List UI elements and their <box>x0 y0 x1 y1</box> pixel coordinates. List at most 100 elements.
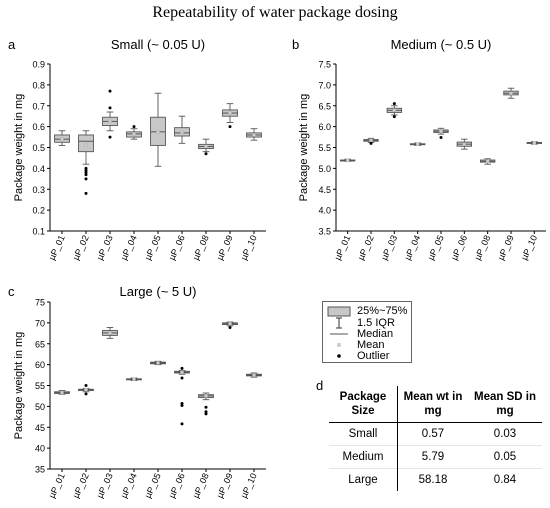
table-cell: 0.84 <box>468 468 542 491</box>
x-tick-label: µP_08 <box>191 234 211 262</box>
outlier-point <box>84 168 88 172</box>
y-tick-label: 35 <box>35 465 45 475</box>
box-mean <box>156 361 160 365</box>
box-mean <box>228 111 232 115</box>
box-mean <box>132 132 136 136</box>
box-mean <box>108 331 112 335</box>
x-tick-label: µP_04 <box>119 472 139 500</box>
outlier-point <box>392 102 396 106</box>
outlier-point <box>204 410 208 414</box>
table-cell: 5.79 <box>397 445 468 469</box>
box-mean <box>180 370 184 374</box>
legend-mean-label: Mean <box>357 339 385 351</box>
outlier-point <box>392 115 396 119</box>
outlier-point <box>439 135 443 139</box>
legend-box-label: 25%~75% <box>357 305 408 317</box>
box-mean <box>84 387 88 392</box>
outlier-point <box>84 384 88 387</box>
panel-letter-c: c <box>8 284 15 299</box>
box-mean <box>156 130 160 134</box>
x-tick-label: µP_02 <box>71 234 91 262</box>
x-tick-label: µP_06 <box>167 472 187 500</box>
x-tick-label: µP_05 <box>143 472 163 500</box>
y-tick-label: 0.7 <box>32 101 45 111</box>
outlier-point <box>84 392 88 396</box>
outlier-point <box>204 152 208 156</box>
y-tick-label: 45 <box>35 423 45 433</box>
outlier-point <box>84 191 88 195</box>
table-cell: 58.18 <box>397 468 468 491</box>
outlier-point <box>84 166 88 170</box>
table-header: Mean SD in mg <box>468 386 542 423</box>
box-mean <box>228 322 232 326</box>
outlier-point <box>228 125 232 129</box>
y-tick-label: 0.5 <box>32 143 45 153</box>
box-mean <box>108 119 112 124</box>
y-tick-label: 0.9 <box>32 60 45 70</box>
box-mean <box>369 138 373 143</box>
table-row: Large 58.18 0.84 <box>329 468 542 491</box>
y-tick-label: 50 <box>35 402 45 412</box>
legend-whisker-label: 1.5 IQR <box>357 317 395 329</box>
figure-title: Repeatability of water package dosing <box>152 4 398 21</box>
y-tick-label: 0.3 <box>32 185 45 195</box>
y-tick-label: 65 <box>35 339 45 349</box>
x-tick-label: µP_09 <box>215 472 235 500</box>
outlier-point <box>84 171 88 175</box>
table-cell: Large <box>329 468 398 491</box>
table-header-row: Package Size Mean wt in mg Mean SD in mg <box>329 386 542 423</box>
box-mean <box>345 158 350 163</box>
outlier-point <box>180 366 184 370</box>
outlier-point <box>180 422 184 426</box>
outlier-point <box>228 325 232 329</box>
x-tick-label: µP_04 <box>119 234 139 262</box>
legend-whisker-icon <box>327 317 351 329</box>
panel-letter-d: d <box>316 378 324 393</box>
outlier-point <box>180 401 184 405</box>
x-tick-label: µP_09 <box>215 234 235 262</box>
box-mean <box>60 137 64 141</box>
y-tick-label: 3.5 <box>318 227 331 237</box>
box-mean <box>532 141 537 145</box>
y-axis-label: Package weight in mg <box>298 94 310 202</box>
x-tick-label: µP_05 <box>426 234 446 262</box>
x-tick-label: µP_01 <box>332 234 352 262</box>
y-tick-label: 55 <box>35 381 45 391</box>
x-tick-label: µP_02 <box>71 472 91 500</box>
y-tick-label: 5.0 <box>318 164 331 174</box>
x-tick-label: µP_04 <box>402 234 422 262</box>
y-axis-label: Package weight in mg <box>13 94 25 202</box>
y-tick-label: 4.0 <box>318 206 331 216</box>
legend-box-swatch <box>327 306 351 318</box>
legend-outlier-label: Outlier <box>357 350 390 362</box>
x-tick-label: µP_10 <box>239 234 259 262</box>
chart-title: Large (~ 5 U) <box>120 284 197 299</box>
x-tick-label: µP_01 <box>47 234 67 262</box>
box-mean <box>84 143 88 148</box>
outlier-point <box>108 89 112 93</box>
y-tick-label: 0.4 <box>32 164 45 174</box>
chart-title: Small (~ 0.05 U) <box>111 37 205 52</box>
outlier-point <box>180 376 184 380</box>
box-mean <box>415 142 420 146</box>
legend-outlier-icon <box>327 350 351 362</box>
box-mean <box>204 144 208 149</box>
x-tick-label: µP_06 <box>167 234 187 262</box>
outlier-point <box>132 125 136 129</box>
table-cell: Small <box>329 422 398 446</box>
box-mean <box>392 108 397 113</box>
outlier-point <box>369 141 373 145</box>
outlier-point <box>108 135 112 139</box>
outlier-point <box>180 404 184 408</box>
y-tick-label: 0.1 <box>32 227 45 237</box>
x-tick-label: µP_06 <box>449 234 469 262</box>
x-tick-label: µP_05 <box>143 234 163 262</box>
outlier-point <box>204 412 208 416</box>
x-tick-label: µP_08 <box>472 234 492 262</box>
outlier-point <box>84 173 88 177</box>
legend-mean-icon <box>327 339 351 351</box>
box-mean <box>180 130 184 134</box>
x-tick-label: µP_03 <box>379 234 399 262</box>
panel-letter-b: b <box>292 37 299 52</box>
